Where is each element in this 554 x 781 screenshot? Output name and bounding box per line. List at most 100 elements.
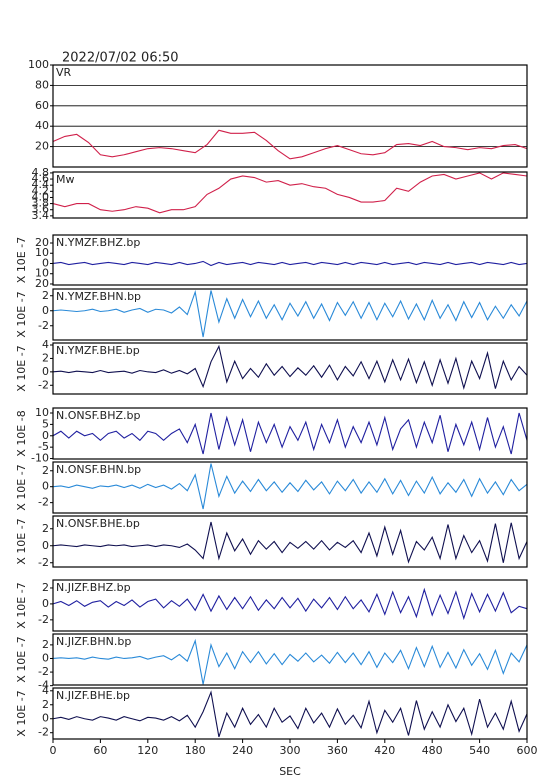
y-axis-label: X 10E -7 bbox=[15, 345, 28, 391]
y-tick-label: 10 bbox=[35, 267, 49, 280]
x-tick-label: 180 bbox=[185, 744, 206, 757]
y-tick-label: 3.8 bbox=[32, 197, 50, 210]
y-tick-label: 20 bbox=[35, 140, 49, 153]
y-tick-label: -2 bbox=[38, 726, 49, 739]
y-tick-label: 4.2 bbox=[32, 184, 50, 197]
y-tick-label: 2 bbox=[42, 464, 49, 477]
panel-label: N.YMZF.BHN.bp bbox=[56, 290, 141, 303]
chart-title: 2022/07/02 06:50 bbox=[62, 51, 179, 66]
waveform bbox=[52, 638, 528, 685]
y-tick-label: -2 bbox=[38, 378, 49, 391]
y-tick-label: -5 bbox=[38, 440, 49, 453]
y-tick-label: 4.0 bbox=[32, 190, 50, 203]
x-tick-label: 120 bbox=[137, 744, 158, 757]
waveform bbox=[52, 260, 528, 267]
y-tick-label: 4.8 bbox=[32, 166, 50, 179]
y-axis-label: X 10E -7 bbox=[15, 582, 28, 628]
y-tick-label: 2 bbox=[42, 522, 49, 535]
waveform bbox=[52, 129, 528, 160]
panel-label: Mw bbox=[56, 173, 75, 186]
y-tick-label: 0 bbox=[42, 651, 49, 664]
panel-label: N.YMZF.BHZ.bp bbox=[56, 236, 140, 249]
y-tick-label: 0 bbox=[42, 480, 49, 493]
x-tick-label: 480 bbox=[422, 744, 443, 757]
y-axis-label: X 10E -7 bbox=[15, 464, 28, 510]
y-tick-label: 0 bbox=[42, 429, 49, 442]
panel-frame bbox=[52, 407, 528, 460]
y-tick-label: 3.4 bbox=[32, 209, 50, 222]
y-tick-label: -2 bbox=[38, 319, 49, 332]
panel-frame bbox=[52, 342, 528, 395]
panel-label: N.ONSF.BHN.bp bbox=[56, 463, 141, 476]
waveform bbox=[52, 690, 528, 738]
y-axis-label: X 10E -8 bbox=[15, 410, 28, 456]
waveform bbox=[52, 463, 528, 510]
panel-frame bbox=[52, 461, 528, 514]
y-tick-label: 3.6 bbox=[32, 203, 50, 216]
y-tick-label: 0 bbox=[42, 539, 49, 552]
y-tick-label: 80 bbox=[35, 78, 49, 91]
y-tick-label: 2 bbox=[42, 351, 49, 364]
panel-frame bbox=[52, 234, 528, 286]
x-tick-label: 60 bbox=[93, 744, 107, 757]
y-tick-label: 2 bbox=[42, 698, 49, 711]
waveform bbox=[52, 521, 528, 564]
panel-frame bbox=[52, 64, 528, 168]
y-tick-label: -2 bbox=[38, 556, 49, 569]
x-axis-label: SEC bbox=[279, 765, 301, 778]
y-axis-label: X 10E -7 bbox=[15, 237, 28, 283]
waveform bbox=[52, 289, 528, 338]
x-tick-label: 300 bbox=[280, 744, 301, 757]
y-tick-label: 60 bbox=[35, 99, 49, 112]
waveform bbox=[52, 172, 528, 214]
waveform bbox=[52, 344, 528, 390]
y-tick-label: 4.6 bbox=[32, 172, 50, 185]
x-tick-label: 420 bbox=[374, 744, 395, 757]
y-axis-label: X 10E -7 bbox=[15, 291, 28, 337]
panel-frame bbox=[52, 515, 528, 568]
y-tick-label: 100 bbox=[28, 58, 49, 71]
y-tick-label: 0 bbox=[42, 712, 49, 725]
y-tick-label: 0 bbox=[42, 365, 49, 378]
panel-frame bbox=[52, 633, 528, 686]
panel-label: N.JIZF.BHZ.bp bbox=[56, 581, 131, 594]
y-axis-label: X 10E -7 bbox=[15, 690, 28, 736]
y-tick-label: 5 bbox=[42, 417, 49, 430]
y-tick-label: -4 bbox=[38, 679, 49, 692]
panel-label: N.JIZF.BHN.bp bbox=[56, 635, 131, 648]
y-tick-label: 4 bbox=[42, 684, 49, 697]
y-tick-label: -2 bbox=[38, 613, 49, 626]
waveform bbox=[52, 412, 528, 455]
x-tick-label: 0 bbox=[50, 744, 57, 757]
x-tick-label: 240 bbox=[232, 744, 253, 757]
y-tick-label: 10 bbox=[35, 246, 49, 259]
y-axis-label: X 10E -7 bbox=[15, 636, 28, 682]
panel-label: VR bbox=[56, 66, 72, 79]
y-tick-label: 10 bbox=[35, 406, 49, 419]
y-tick-label: 4 bbox=[42, 338, 49, 351]
y-tick-label: 4.4 bbox=[32, 178, 50, 191]
panel-frame bbox=[52, 171, 528, 219]
y-tick-label: 0 bbox=[42, 256, 49, 269]
y-tick-label: 2 bbox=[42, 581, 49, 594]
y-tick-label: 20 bbox=[35, 277, 49, 290]
y-tick-label: 2 bbox=[42, 638, 49, 651]
panel-frame bbox=[52, 288, 528, 341]
y-tick-label: -2 bbox=[38, 496, 49, 509]
panel-label: N.ONSF.BHZ.bp bbox=[56, 409, 140, 422]
x-tick-label: 600 bbox=[517, 744, 538, 757]
y-tick-label: 20 bbox=[35, 236, 49, 249]
y-tick-label: 40 bbox=[35, 119, 49, 132]
panel-label: N.JIZF.BHE.bp bbox=[56, 689, 130, 702]
y-tick-label: -10 bbox=[31, 452, 49, 465]
y-tick-label: 0 bbox=[42, 304, 49, 317]
panel-label: N.YMZF.BHE.bp bbox=[56, 344, 140, 357]
y-tick-label: -2 bbox=[38, 665, 49, 678]
x-tick-label: 360 bbox=[327, 744, 348, 757]
panel-label: N.ONSF.BHE.bp bbox=[56, 517, 140, 530]
panel-frame bbox=[52, 579, 528, 632]
y-tick-label: 0 bbox=[42, 597, 49, 610]
waveform bbox=[52, 587, 528, 621]
x-tick-label: 540 bbox=[469, 744, 490, 757]
